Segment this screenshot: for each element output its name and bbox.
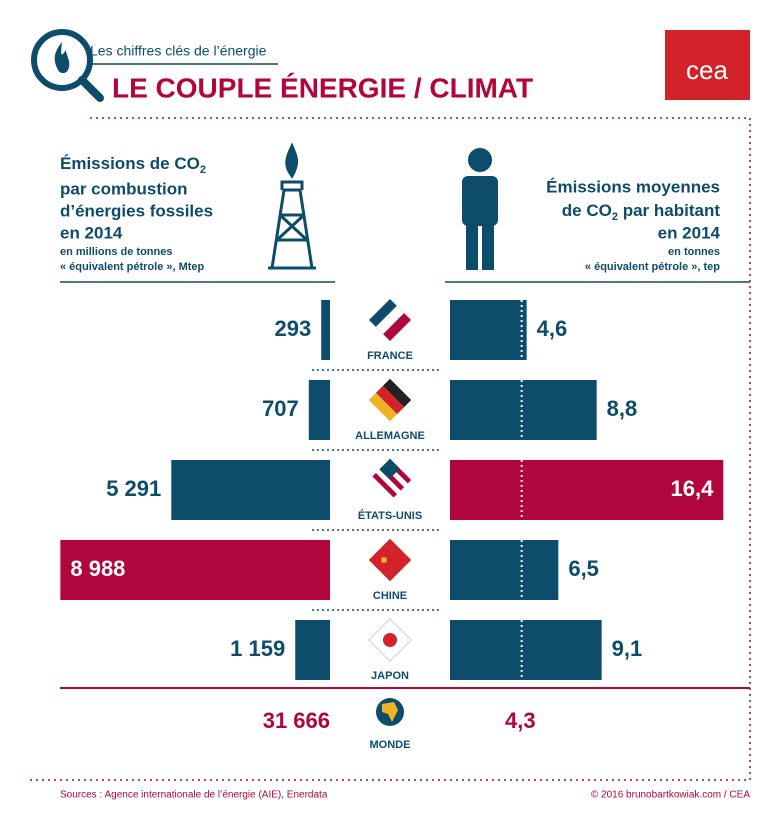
country-label: JAPON <box>371 670 409 682</box>
bar-right <box>450 540 559 600</box>
right-heading-3: en 2014 <box>658 223 721 242</box>
dotted-frame <box>30 117 751 781</box>
flag-stripe <box>375 385 405 415</box>
value-label: 6,5 <box>568 556 599 581</box>
sources: Sources : Agence internationale de l’éne… <box>60 790 328 801</box>
right-heading-2: de CO2 par habitant <box>562 201 721 222</box>
bar-left <box>171 460 330 520</box>
flag-stripe <box>375 469 401 495</box>
oil-rig-icon <box>268 142 316 270</box>
country-label: CHINE <box>373 590 407 602</box>
value-label: 9,1 <box>612 636 643 661</box>
flag-disc <box>383 633 397 647</box>
world-label: MONDE <box>370 739 411 751</box>
bar-right <box>450 620 602 680</box>
right-unit-1: en tonnes <box>668 246 720 258</box>
left-heading-1: Émissions de CO2 <box>60 154 206 175</box>
flag-stripe <box>382 312 412 342</box>
bar-right <box>450 380 597 440</box>
logo: cea <box>686 55 728 85</box>
value-label: 5 291 <box>106 476 161 501</box>
flag-stripe <box>368 392 398 422</box>
country-label: ALLEMAGNE <box>355 430 425 442</box>
kicker: Les chiffres clés de l’énergie <box>90 43 267 59</box>
left-heading-4: en 2014 <box>60 223 123 242</box>
world-left-value: 31 666 <box>263 708 330 733</box>
left-heading-2: par combustion <box>60 179 188 198</box>
world-right-value: 4,3 <box>505 708 536 733</box>
left-unit-1: en millions de tonnes <box>60 246 172 258</box>
right-heading-1: Émissions moyennes <box>546 177 720 196</box>
magnifier-icon <box>31 29 93 91</box>
magnifier-handle <box>78 76 104 102</box>
person-icon <box>462 148 498 270</box>
value-label: 293 <box>274 316 311 341</box>
value-label: 4,6 <box>537 316 568 341</box>
left-unit-2: « équivalent pétrole », Mtep <box>60 261 205 273</box>
bar-right <box>450 300 527 360</box>
value-label: 707 <box>262 396 299 421</box>
value-label: 1 159 <box>230 636 285 661</box>
flag-stripe <box>368 476 394 502</box>
bar-left <box>295 620 330 680</box>
flag-stripe <box>382 378 412 408</box>
flag-canton <box>379 458 400 480</box>
logo-box <box>665 30 750 100</box>
title: LE COUPLE ÉNERGIE / CLIMAT <box>112 72 533 103</box>
bar-left <box>308 380 330 440</box>
left-heading-3: d’énergies fossiles <box>60 201 213 220</box>
value-label: 16,4 <box>671 476 715 501</box>
globe-land <box>382 702 398 722</box>
country-label: FRANCE <box>367 350 413 362</box>
bar-left <box>321 300 330 360</box>
flag-field <box>368 538 412 582</box>
flame-icon <box>54 42 70 73</box>
credit: © 2016 brunobartkowiak.com / CEA <box>591 790 750 801</box>
value-label: 8 988 <box>70 556 125 581</box>
flag-star <box>381 557 387 563</box>
bar-right <box>450 460 724 520</box>
country-label: ÉTATS-UNIS <box>358 509 422 522</box>
right-unit-2: « équivalent pétrole », tep <box>585 261 720 273</box>
bar-left <box>60 540 331 600</box>
value-label: 8,8 <box>607 396 638 421</box>
flag-stripe <box>372 472 398 498</box>
